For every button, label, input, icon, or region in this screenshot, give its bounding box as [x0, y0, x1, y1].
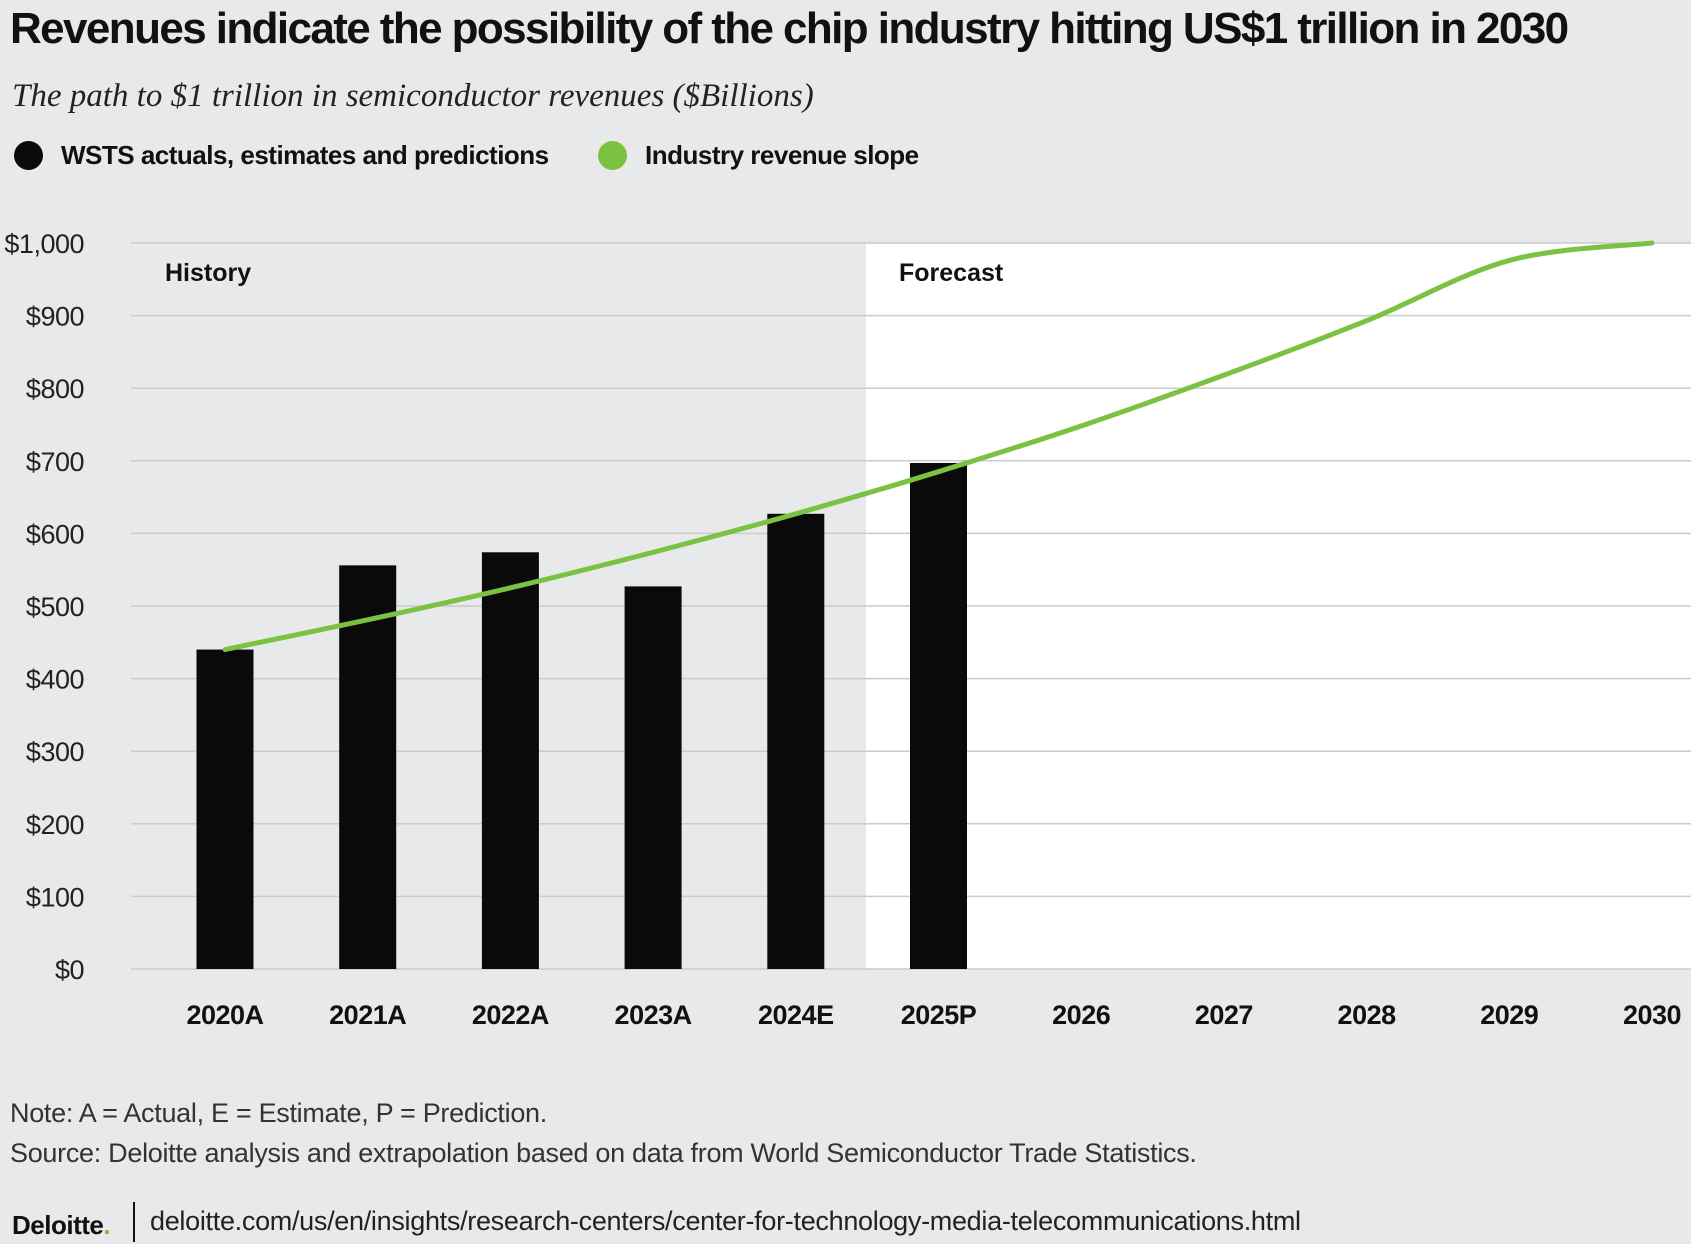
y-tick-label: $0 [55, 955, 84, 985]
legend-label-wsts: WSTS actuals, estimates and predictions [61, 140, 549, 170]
x-tick-label: 2030 [1623, 1000, 1681, 1030]
x-tick-label: 2025P [901, 1000, 977, 1030]
chart-subtitle: The path to $1 trillion in semiconductor… [12, 78, 814, 114]
y-tick-label: $300 [26, 737, 84, 767]
legend-swatch-wsts [14, 141, 43, 170]
x-tick-label: 2027 [1195, 1000, 1253, 1030]
bar [196, 649, 254, 969]
legend-swatch-slope [598, 141, 627, 170]
x-tick-label: 2023A [615, 1000, 692, 1030]
x-tick-label: 2026 [1052, 1000, 1111, 1030]
y-tick-label: $800 [26, 374, 84, 404]
legend-item-wsts: WSTS actuals, estimates and predictions [14, 140, 549, 171]
x-tick-label: 2021A [329, 1000, 406, 1030]
y-tick-label: $200 [26, 810, 84, 840]
x-tick-label: 2024E [758, 1000, 834, 1030]
x-tick-label: 2020A [186, 1000, 263, 1030]
x-tick-label: 2029 [1480, 1000, 1539, 1030]
bar [481, 552, 539, 969]
legend-label-slope: Industry revenue slope [645, 140, 919, 170]
chart-source: Source: Deloitte analysis and extrapolat… [10, 1138, 1197, 1168]
footer-url: deloitte.com/us/en/insights/research-cen… [150, 1206, 1301, 1236]
chart-note: Note: A = Actual, E = Estimate, P = Pred… [10, 1098, 547, 1128]
y-tick-label: $600 [26, 519, 84, 549]
bar [910, 462, 967, 969]
y-tick-label: $900 [26, 302, 84, 332]
y-tick-label: $500 [26, 592, 84, 622]
footer-divider [133, 1202, 135, 1242]
chart-title: Revenues indicate the possibility of the… [10, 4, 1569, 53]
y-tick-label: $1,000 [4, 229, 84, 259]
brand-name: Deloitte [12, 1210, 104, 1240]
y-tick-label: $700 [26, 447, 84, 477]
brand-dot: . [103, 1210, 111, 1240]
revenue-chart: $0 $100 $200 $300 $400 $500 $600 $700 $800 $900 $1… [4, 229, 1691, 1030]
bar [767, 513, 825, 969]
revenue-slope-line [222, 240, 1655, 653]
brand-logo: Deloitte. [12, 1210, 111, 1241]
bar [624, 586, 682, 969]
x-tick-label: 2022A [472, 1000, 549, 1030]
legend-item-slope: Industry revenue slope [598, 140, 919, 171]
history-label: History [165, 259, 251, 287]
x-tick-label: 2028 [1338, 1000, 1397, 1030]
forecast-label: Forecast [899, 259, 1004, 287]
y-tick-label: $400 [26, 665, 84, 695]
y-tick-label: $100 [26, 882, 84, 912]
bar [339, 565, 397, 969]
